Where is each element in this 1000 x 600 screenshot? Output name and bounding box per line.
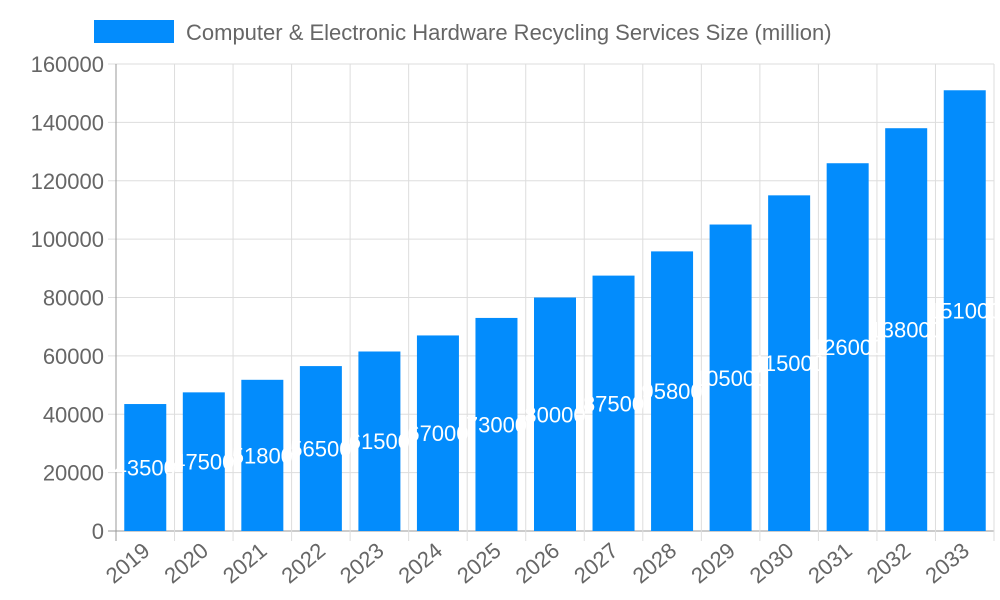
y-tick-label: 80000: [43, 286, 104, 311]
y-tick-label: 120000: [31, 169, 104, 194]
y-tick-label: 20000: [43, 461, 104, 486]
data-label: 115000: [753, 351, 825, 376]
x-tick-label: 2019: [101, 538, 155, 589]
x-tick-label: 2028: [628, 538, 682, 589]
bar: [182, 392, 225, 531]
x-tick-label: 2032: [862, 538, 916, 589]
bar: [651, 251, 694, 532]
data-label: 126000: [811, 335, 884, 360]
y-tick-label: 100000: [31, 227, 104, 252]
data-label: 61500: [349, 429, 410, 454]
bar: [241, 379, 284, 531]
x-tick-label: 2023: [335, 538, 389, 589]
bar: [416, 335, 459, 531]
data-label: 95800: [641, 379, 702, 404]
bar: [943, 90, 986, 532]
x-tick-label: 2020: [159, 538, 213, 589]
bar: [124, 404, 167, 531]
bar: [358, 351, 401, 531]
data-label: 56500: [290, 437, 351, 462]
y-tick-label: 40000: [43, 402, 104, 427]
x-tick-label: 2022: [277, 538, 331, 589]
data-label: 138000: [869, 318, 942, 343]
data-label: 87500: [583, 391, 644, 416]
data-label: 43500: [115, 456, 176, 481]
data-label: 80000: [524, 402, 585, 427]
y-tick-label: 0: [92, 519, 104, 544]
bar: [475, 317, 518, 531]
data-label: 151000: [928, 299, 1000, 324]
bar: [592, 275, 635, 531]
bar: [299, 366, 342, 531]
x-tick-label: 2027: [569, 538, 623, 589]
x-tick-label: 2025: [452, 538, 506, 589]
bar: [885, 128, 928, 531]
data-label: 47500: [173, 450, 234, 475]
bar: [534, 297, 576, 531]
x-tick-label: 2029: [686, 538, 740, 589]
data-label: 73000: [466, 412, 527, 437]
bar: [768, 195, 811, 531]
y-tick-label: 160000: [31, 52, 104, 77]
legend-swatch: [94, 20, 174, 43]
x-tick-label: 2021: [218, 538, 272, 589]
bar: [709, 224, 752, 531]
data-label: 51800: [232, 443, 293, 468]
legend-label: Computer & Electronic Hardware Recycling…: [186, 20, 832, 45]
data-label: 105000: [694, 366, 767, 391]
x-tick-label: 2031: [803, 538, 857, 589]
data-label: 67000: [407, 421, 468, 446]
y-tick-label: 60000: [43, 344, 104, 369]
y-tick-label: 140000: [31, 110, 104, 135]
x-tick-label: 2026: [511, 538, 565, 589]
x-tick-label: 2033: [920, 538, 974, 589]
x-tick-label: 2030: [745, 538, 799, 589]
bar: [826, 163, 869, 532]
x-tick-label: 2024: [394, 538, 448, 589]
